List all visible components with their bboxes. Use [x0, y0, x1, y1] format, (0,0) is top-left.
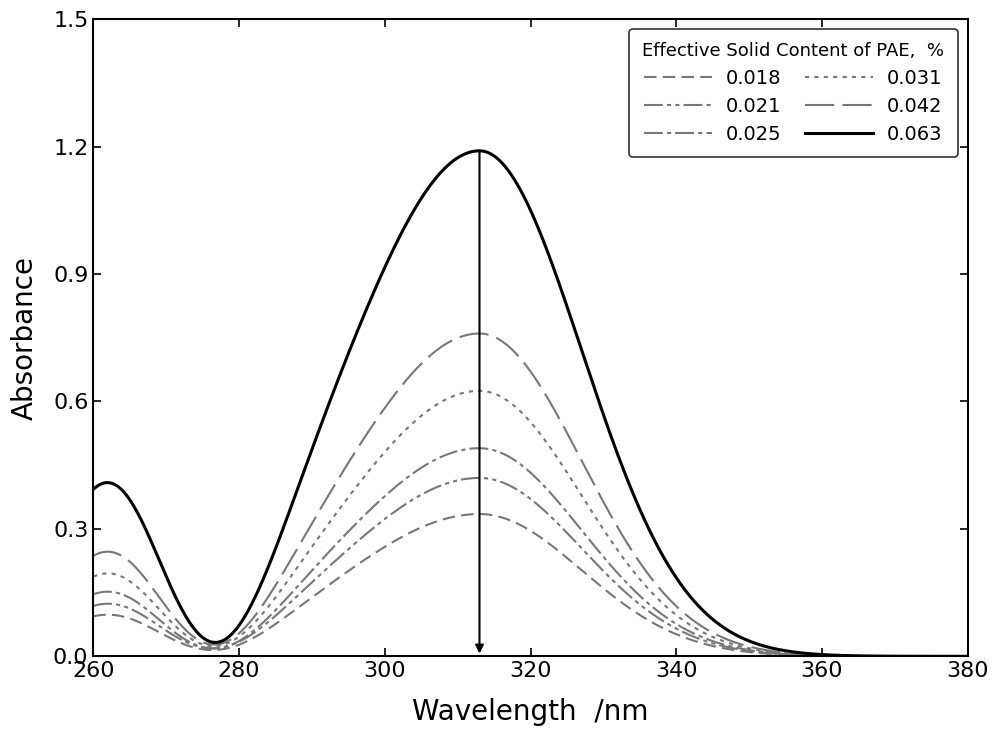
- Legend: 0.018, 0.021, 0.025, 0.031, 0.042, 0.063: 0.018, 0.021, 0.025, 0.031, 0.042, 0.063: [629, 29, 958, 157]
- Y-axis label: Absorbance: Absorbance: [11, 256, 39, 420]
- X-axis label: Wavelength  /nm: Wavelength /nm: [412, 698, 649, 726]
